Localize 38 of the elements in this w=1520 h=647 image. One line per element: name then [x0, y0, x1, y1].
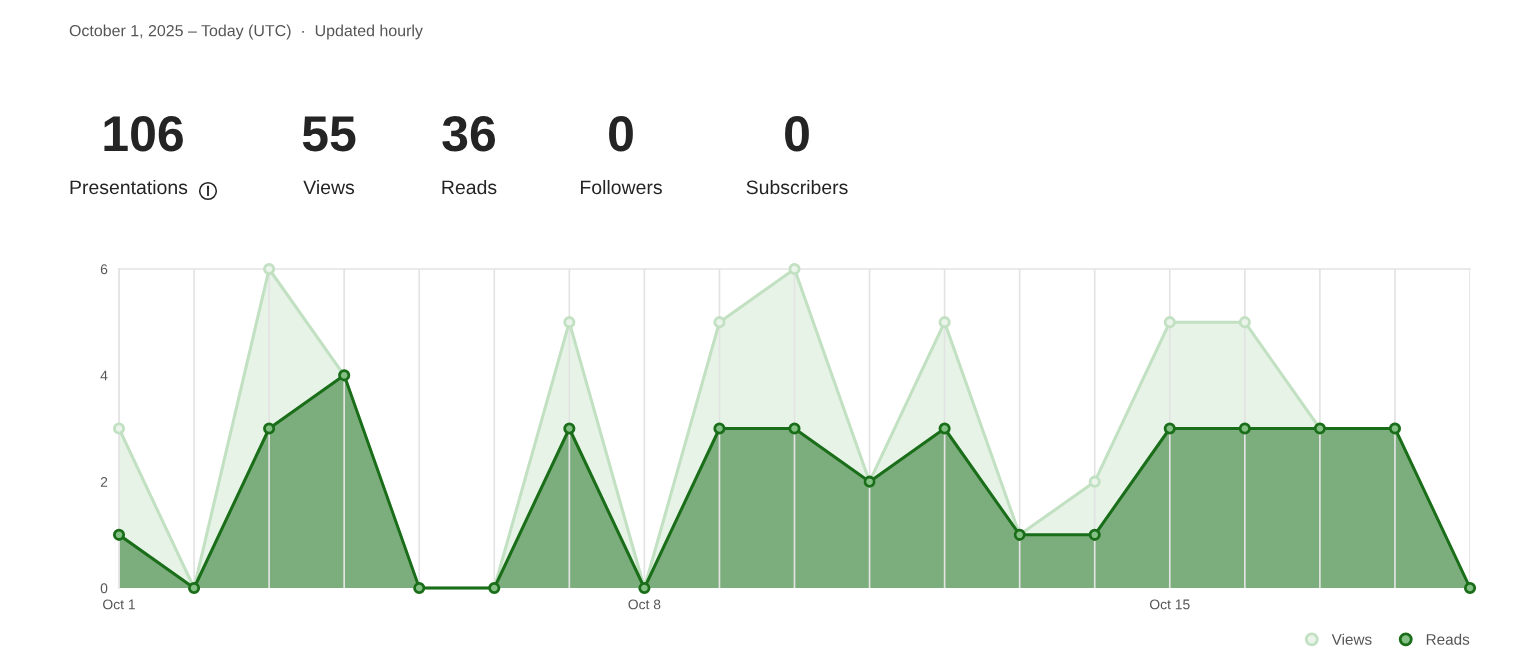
point	[938, 316, 951, 329]
text: Reads	[442, 179, 497, 195]
point	[713, 422, 726, 435]
point	[112, 422, 126, 435]
point	[1238, 422, 1251, 435]
point	[938, 422, 951, 435]
text: Subscribers	[746, 179, 848, 195]
text: Followers	[581, 179, 662, 195]
point	[788, 422, 801, 435]
legend-label: Views	[1331, 633, 1372, 645]
point	[1088, 475, 1101, 488]
point	[788, 262, 801, 276]
chart-subtitle: October 1, 2025 – Today (UTC) · Updated hourly	[69, 24, 423, 40]
x-tick-label: Oct 15	[1149, 599, 1190, 610]
text: 36	[442, 116, 495, 152]
point	[563, 422, 576, 435]
y-tick-label: 2	[100, 477, 108, 487]
point	[263, 262, 276, 276]
legend-label: Reads	[1426, 633, 1470, 645]
x-tick-label: Oct 1	[103, 599, 135, 610]
point	[1238, 316, 1251, 329]
point	[713, 316, 726, 329]
text: Views	[303, 179, 355, 195]
text: 0	[785, 116, 809, 152]
x-tick-label: Oct 8	[628, 599, 661, 610]
point	[263, 422, 276, 435]
point	[1163, 422, 1176, 435]
text: 55	[302, 116, 356, 152]
text: 106	[104, 116, 183, 152]
y-tick-label: 4	[100, 370, 108, 381]
point	[1163, 316, 1176, 329]
text: 0	[609, 116, 633, 152]
y-tick-label: 6	[100, 264, 108, 275]
y-tick-label: 0	[100, 583, 108, 594]
point	[112, 528, 126, 541]
point	[1088, 528, 1101, 541]
text: Presentations	[70, 179, 188, 195]
point	[563, 316, 576, 329]
